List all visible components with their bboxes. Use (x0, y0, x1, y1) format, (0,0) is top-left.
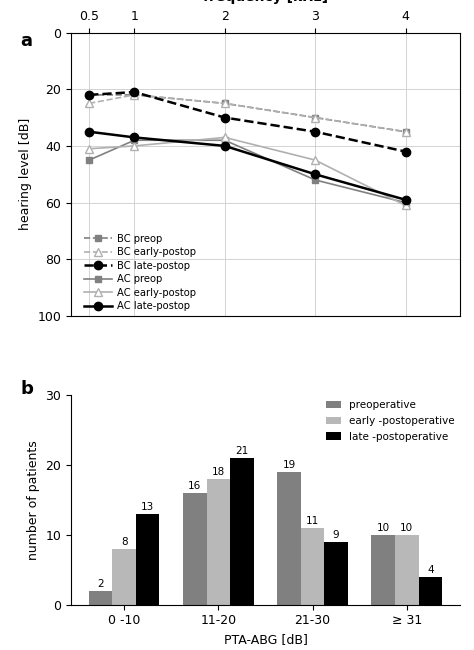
AC late-postop (312, 170, 318, 178)
AC preop (403, 199, 409, 207)
BC early-postop (131, 91, 137, 99)
BC early-postop (403, 128, 409, 136)
Text: 2: 2 (97, 578, 104, 589)
BC late-postop (403, 148, 409, 155)
BC early-postop (222, 99, 228, 107)
Bar (183, 493, 207, 604)
AC early-postop (131, 142, 137, 150)
Line: BC early-postop: BC early-postop (85, 91, 410, 136)
BC late-postop (312, 128, 318, 136)
AC preop (312, 176, 318, 184)
BC preop (312, 114, 318, 122)
Text: 13: 13 (141, 502, 154, 512)
Text: 11: 11 (306, 516, 319, 526)
Bar (395, 535, 419, 604)
Text: 10: 10 (377, 523, 390, 533)
AC early-postop (312, 156, 318, 164)
BC early-postop (312, 114, 318, 122)
BC preop (131, 91, 137, 99)
AC early-postop (403, 202, 409, 209)
BC preop (403, 128, 409, 136)
AC late-postop (86, 128, 92, 136)
Bar (230, 458, 254, 604)
Text: 19: 19 (283, 460, 296, 470)
Line: AC late-postop: AC late-postop (85, 127, 410, 204)
BC late-postop (131, 88, 137, 96)
Text: 18: 18 (212, 467, 225, 477)
Bar (372, 535, 395, 604)
Text: a: a (20, 32, 33, 51)
Text: 16: 16 (188, 481, 201, 491)
Text: 9: 9 (333, 530, 339, 540)
Bar (419, 577, 442, 604)
AC preop (222, 136, 228, 144)
Line: BC preop: BC preop (86, 92, 409, 135)
AC early-postop (86, 145, 92, 153)
Text: 4: 4 (427, 565, 434, 575)
Text: 21: 21 (235, 446, 248, 456)
AC late-postop (222, 142, 228, 150)
Bar (324, 541, 348, 604)
AC late-postop (403, 196, 409, 203)
X-axis label: frequency [kHz]: frequency [kHz] (203, 0, 328, 5)
Legend: preoperative, early -postoperative, late -postoperative: preoperative, early -postoperative, late… (326, 400, 455, 441)
Text: 8: 8 (121, 537, 128, 547)
Legend: BC preop, BC early-postop, BC late-postop, AC preop, AC early-postop, AC late-po: BC preop, BC early-postop, BC late-posto… (84, 233, 196, 311)
Text: b: b (20, 380, 34, 398)
Bar (112, 549, 136, 605)
Bar (136, 514, 159, 604)
Bar (301, 528, 324, 605)
BC late-postop (222, 114, 228, 122)
Line: AC early-postop: AC early-postop (85, 133, 410, 209)
BC preop (86, 91, 92, 99)
Line: BC late-postop: BC late-postop (85, 88, 410, 156)
Y-axis label: number of patients: number of patients (27, 440, 40, 560)
Bar (207, 479, 230, 604)
BC late-postop (86, 91, 92, 99)
Text: 10: 10 (400, 523, 413, 533)
AC preop (86, 156, 92, 164)
X-axis label: PTA-ABG [dB]: PTA-ABG [dB] (224, 633, 307, 646)
Line: AC preop: AC preop (86, 136, 409, 206)
BC preop (222, 99, 228, 107)
AC preop (131, 136, 137, 144)
AC early-postop (222, 133, 228, 141)
Bar (277, 472, 301, 604)
BC early-postop (86, 99, 92, 107)
Bar (89, 591, 112, 604)
AC late-postop (131, 133, 137, 141)
Y-axis label: hearing level [dB]: hearing level [dB] (19, 118, 32, 230)
